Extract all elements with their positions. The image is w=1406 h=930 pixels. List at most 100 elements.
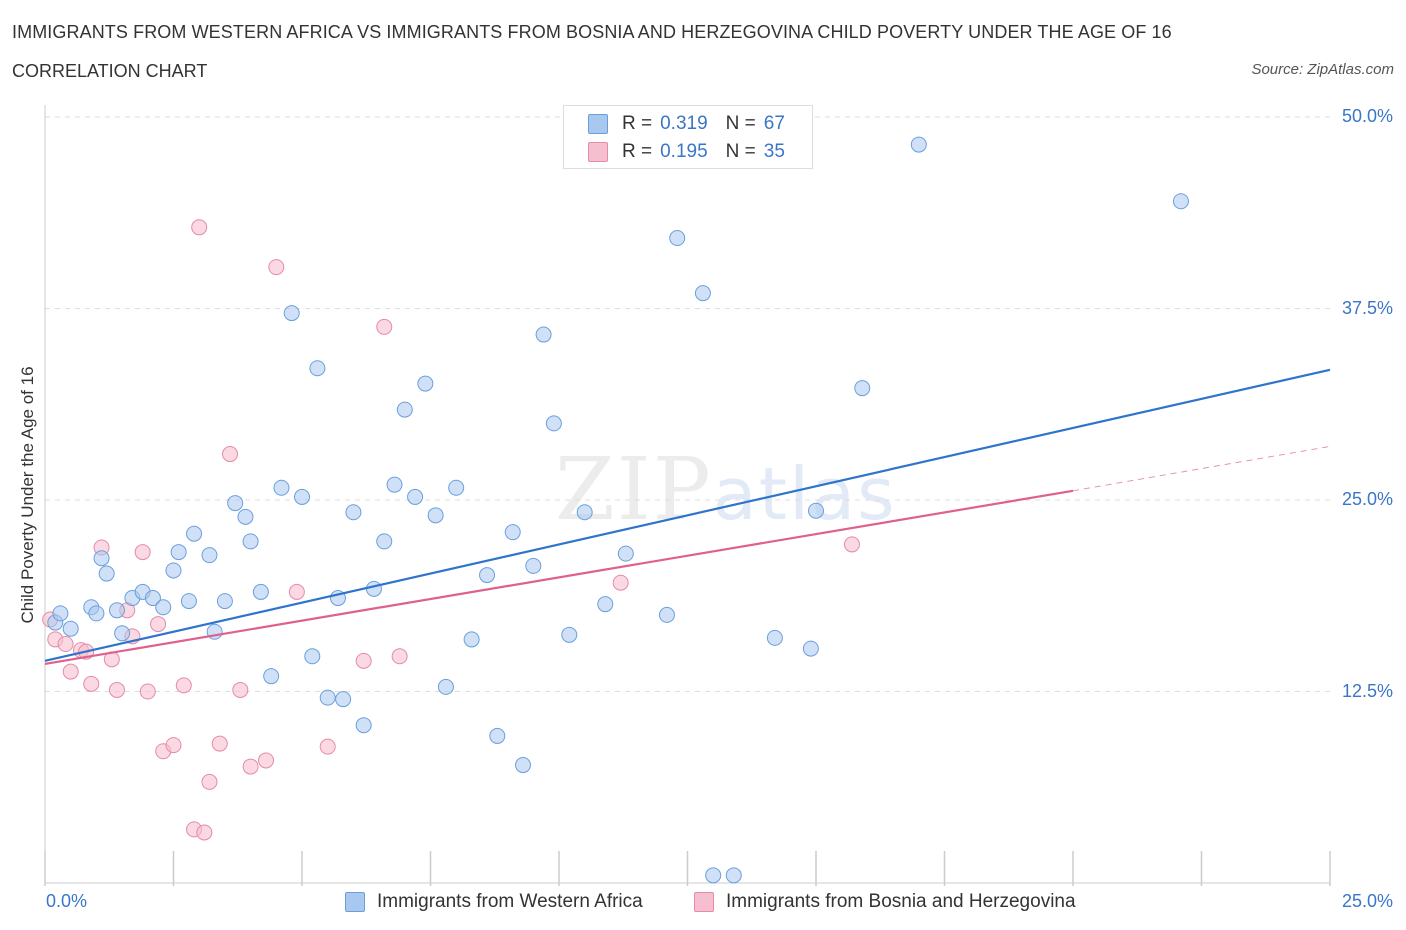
data-point-western-africa (658, 606, 675, 623)
data-point-western-africa (62, 620, 79, 637)
data-point-western-africa (335, 691, 352, 708)
data-point-western-africa (725, 867, 742, 884)
data-point-western-africa (165, 562, 182, 579)
data-point-western-africa (854, 380, 871, 397)
data-point-western-africa (1172, 193, 1189, 210)
data-point-bosnia (268, 259, 285, 276)
data-point-bosnia (258, 752, 275, 769)
legend-r-value: 0.319 (660, 113, 708, 134)
data-point-western-africa (802, 640, 819, 657)
data-point-western-africa (345, 504, 362, 521)
data-point-bosnia (175, 677, 192, 694)
data-point-western-africa (304, 648, 321, 665)
x-tick-label-min: 0.0% (46, 891, 88, 911)
data-point-western-africa (545, 415, 562, 432)
data-point-bosnia (319, 738, 336, 755)
legend-n-value: 67 (763, 113, 785, 134)
data-point-western-africa (427, 507, 444, 524)
data-point-western-africa (283, 305, 300, 322)
data-point-western-africa (694, 285, 711, 302)
data-point-western-africa (479, 567, 496, 584)
data-point-western-africa (669, 230, 686, 247)
data-point-western-africa (766, 629, 783, 646)
chart-title: IMMIGRANTS FROM WESTERN AFRICA VS IMMIGR… (12, 22, 1172, 42)
data-point-western-africa (376, 533, 393, 550)
legend-r-label: R = (622, 141, 653, 162)
data-point-western-africa (437, 678, 454, 695)
correlation-legend: R = 0.319 N = 67 R = 0.195 N = 35 (563, 105, 813, 169)
y-tick-label: 37.5% (1341, 297, 1393, 318)
legend-n-value: 35 (763, 141, 785, 162)
x-tick-label-max: 25.0% (1341, 891, 1393, 911)
data-point-western-africa (201, 547, 218, 564)
legend-n-label: N = (725, 113, 756, 134)
data-point-western-africa (294, 488, 310, 505)
data-point-western-africa (576, 504, 593, 521)
data-point-bosnia (134, 544, 151, 561)
bottom-legend-label: Immigrants from Bosnia and Herzegovina (726, 891, 1076, 912)
data-point-western-africa (227, 495, 244, 512)
data-point-bosnia (201, 773, 218, 790)
data-point-bosnia (376, 318, 393, 335)
legend-row-western-africa: R = 0.319 N = 67 (588, 113, 785, 135)
data-point-bosnia (612, 574, 629, 591)
data-point-bosnia (139, 683, 156, 700)
data-point-western-africa (515, 757, 532, 774)
watermark-zip: ZIP (555, 440, 713, 540)
data-point-western-africa (252, 583, 269, 600)
data-point-bosnia (222, 446, 239, 463)
data-point-western-africa (808, 502, 824, 519)
data-point-western-africa (396, 401, 413, 418)
watermark: ZIPatlas (555, 440, 897, 540)
data-point-western-africa (93, 550, 110, 567)
grid-lines (45, 116, 1330, 692)
data-point-western-africa (525, 557, 542, 574)
data-point-western-africa (180, 593, 197, 610)
legend-swatch-pink (588, 142, 608, 162)
data-point-bosnia (150, 616, 167, 633)
data-point-western-africa (98, 565, 115, 582)
y-tick-label: 50.0% (1341, 106, 1393, 126)
trend-lines (44, 368, 1331, 666)
data-point-western-africa (309, 360, 326, 377)
bottom-legend-swatch-pink (694, 892, 714, 912)
data-point-bosnia (191, 219, 208, 236)
data-point-western-africa (273, 479, 290, 496)
axes (44, 105, 1331, 886)
bottom-legend-bosnia: Immigrants from Bosnia and Herzegovina (694, 890, 1076, 914)
data-point-western-africa (365, 580, 382, 597)
data-point-western-africa (108, 602, 125, 619)
legend-n-label: N = (725, 141, 756, 162)
data-point-western-africa (170, 544, 187, 561)
data-point-western-africa (155, 599, 172, 616)
data-point-western-africa (561, 626, 578, 643)
data-point-bosnia (355, 652, 372, 669)
data-point-bosnia (288, 583, 305, 600)
data-point-western-africa (242, 533, 259, 550)
legend-row-bosnia: R = 0.195 N = 35 (588, 141, 785, 163)
data-point-western-africa (504, 524, 521, 541)
data-point-bosnia (57, 636, 74, 653)
data-point-bosnia (196, 824, 213, 841)
data-point-bosnia (83, 675, 100, 692)
data-point-bosnia (242, 758, 259, 775)
data-point-western-africa (319, 689, 336, 706)
data-point-western-africa (448, 479, 465, 496)
y-tick-label: 25.0% (1341, 489, 1393, 509)
data-point-western-africa (88, 605, 105, 622)
watermark-atlas: atlas (712, 452, 897, 536)
data-point-bosnia (62, 663, 79, 680)
data-point-western-africa (535, 326, 552, 343)
legend-r-value: 0.195 (660, 141, 708, 162)
series-bosnia-points (42, 219, 860, 841)
data-point-western-africa (597, 596, 614, 613)
chart-subtitle: CORRELATION CHART (12, 61, 208, 81)
bottom-legend-swatch-blue (345, 892, 365, 912)
y-tick-label: 12.5% (1341, 680, 1393, 701)
data-point-western-africa (705, 867, 722, 884)
legend-swatch-blue (588, 114, 608, 134)
data-point-western-africa (407, 488, 424, 505)
data-point-western-africa (237, 508, 254, 525)
trend-line-bosnia-extension (1072, 445, 1331, 492)
